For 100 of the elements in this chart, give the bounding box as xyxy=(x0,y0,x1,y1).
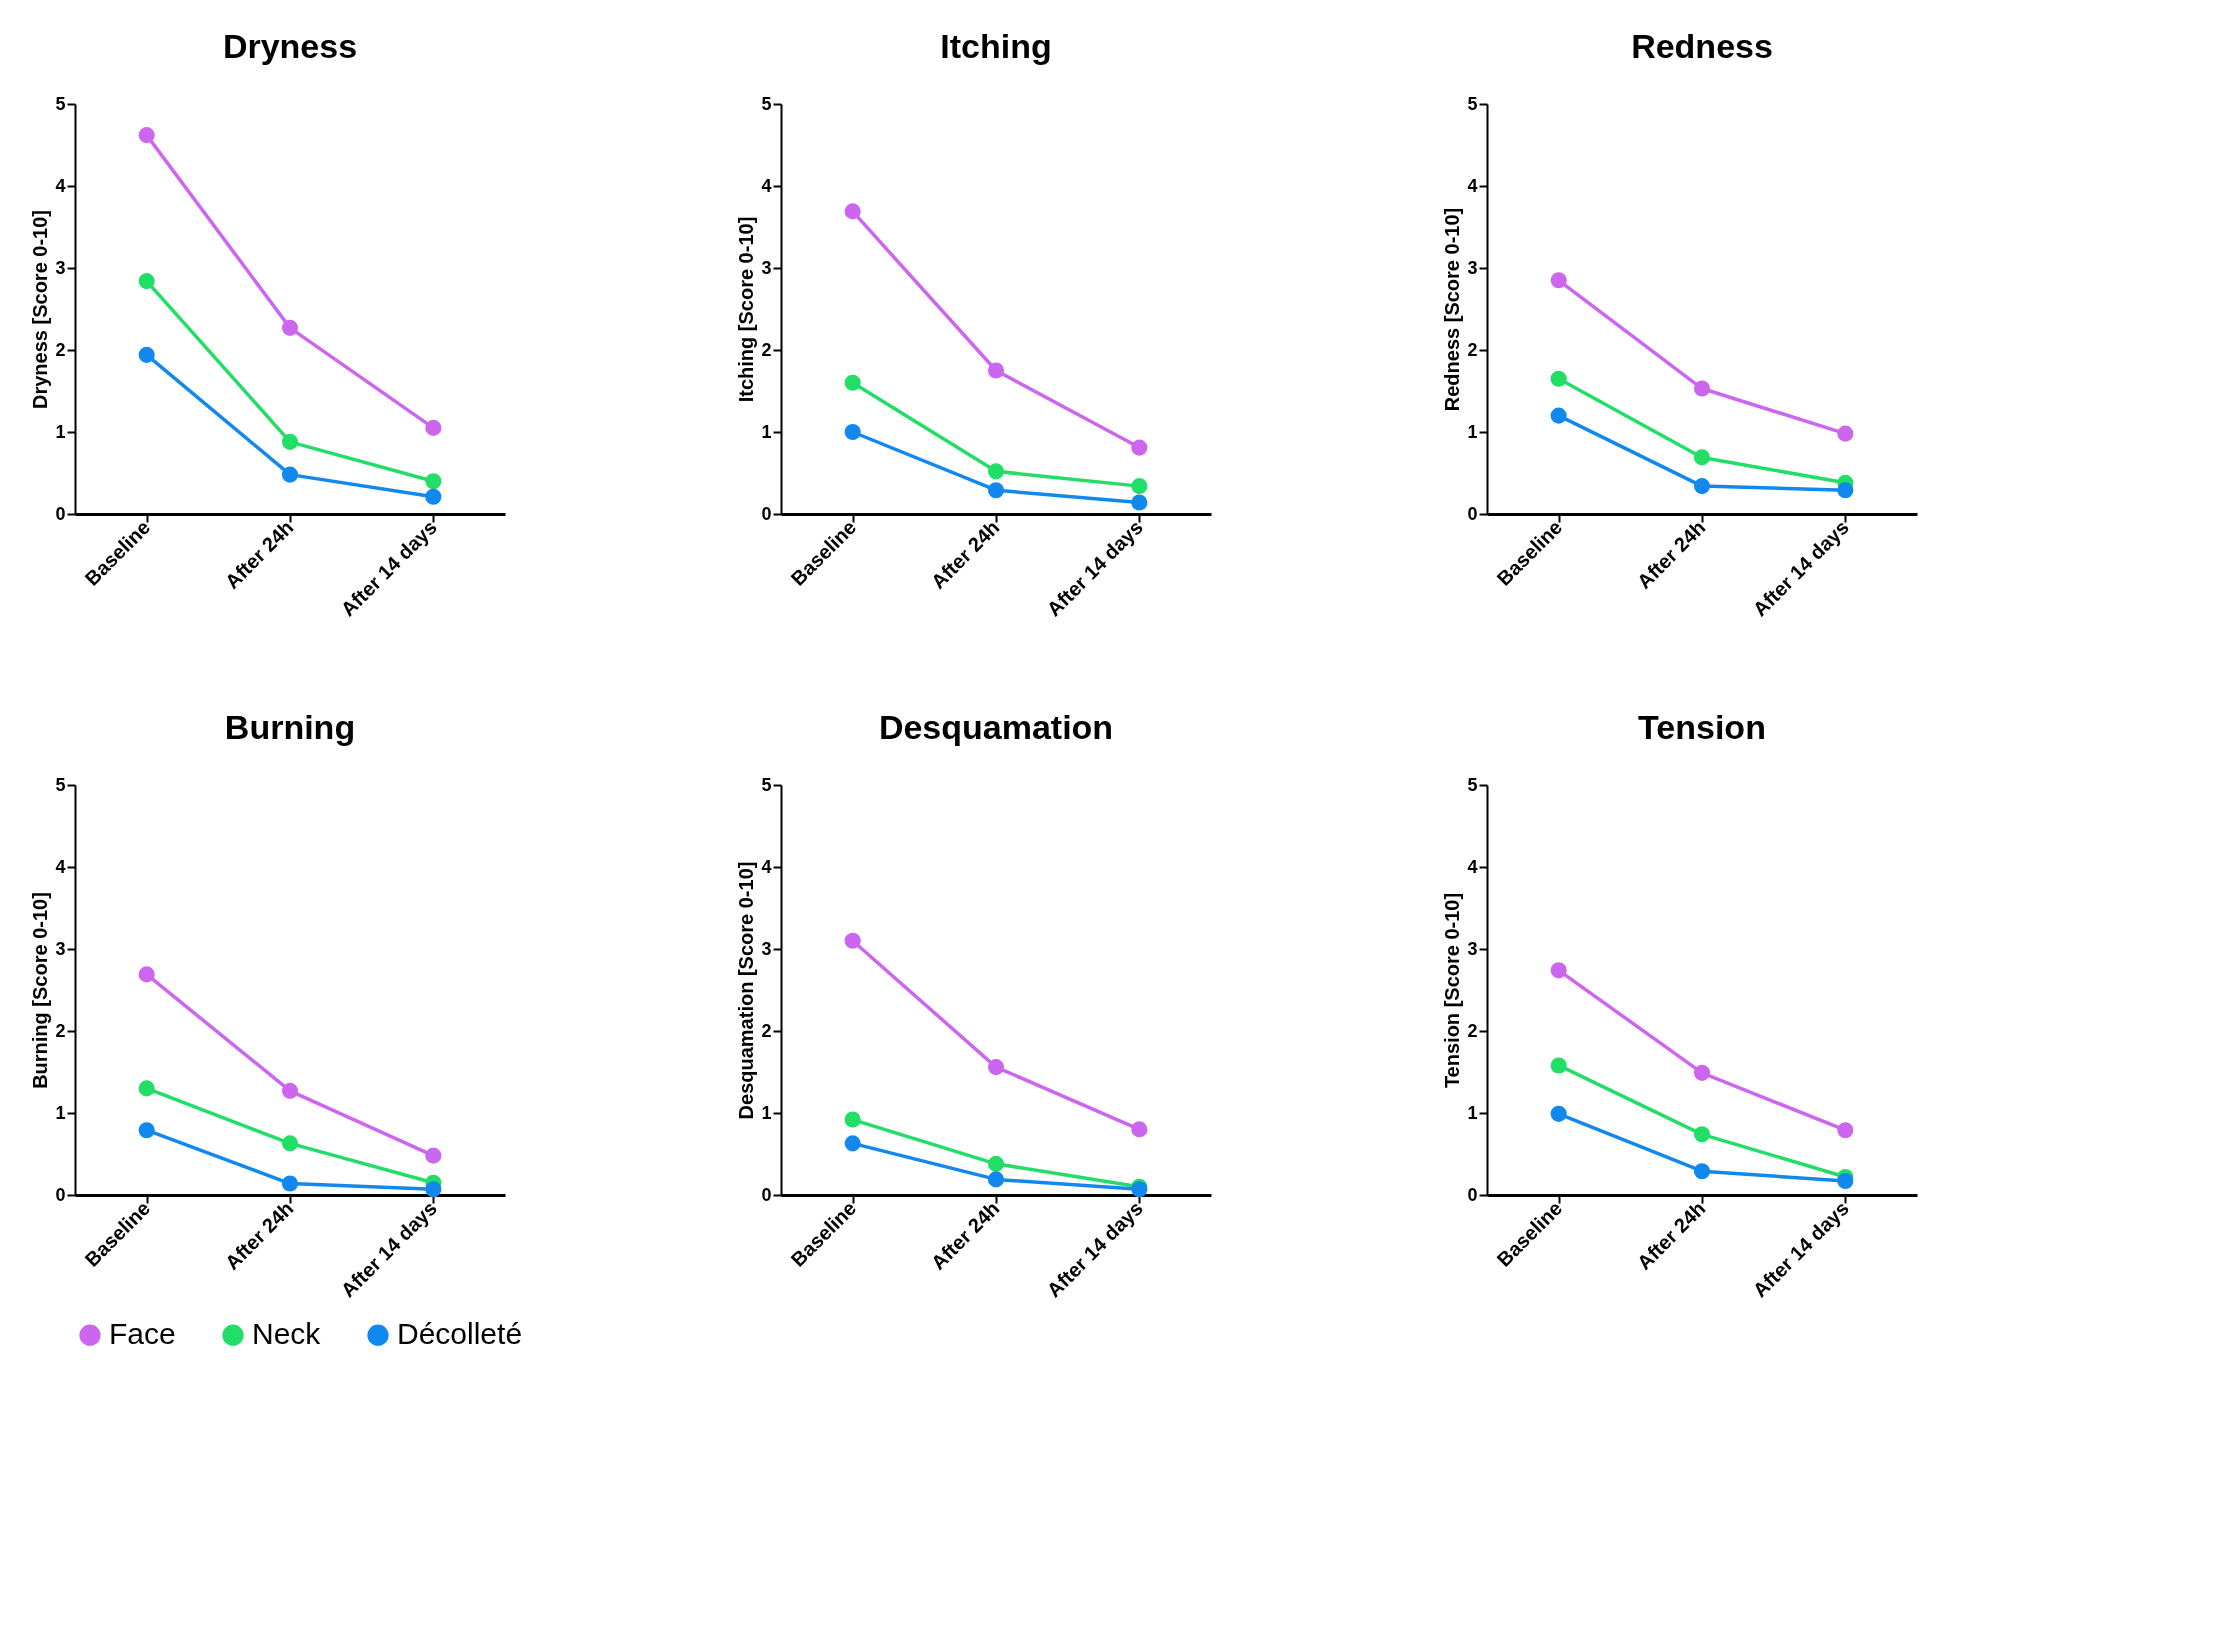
point xyxy=(1693,1163,1711,1180)
point xyxy=(1550,1057,1567,1074)
y-tick-label: 0 xyxy=(55,503,66,524)
legend-label: Neck xyxy=(252,1317,322,1351)
point xyxy=(1693,380,1711,397)
point xyxy=(425,473,442,490)
y-tick-label: 2 xyxy=(55,339,66,360)
y-axis-title: Tension [Score 0-10] xyxy=(1441,892,1464,1089)
point xyxy=(138,1080,155,1097)
point xyxy=(1131,1121,1148,1138)
point xyxy=(1837,1122,1854,1139)
point xyxy=(1693,1064,1711,1081)
y-axis-title: Burning [Score 0-10] xyxy=(29,892,52,1089)
y-tick-label: 1 xyxy=(1467,421,1478,442)
chart-title: Redness xyxy=(1631,27,1773,65)
y-tick-label: 5 xyxy=(761,774,772,795)
y-axis-title: Itching [Score 0-10] xyxy=(735,216,758,403)
y-tick-label: 5 xyxy=(1467,93,1478,114)
y-tick-label: 0 xyxy=(1467,503,1478,524)
point xyxy=(425,488,442,505)
chart-title: Tension xyxy=(1638,708,1766,746)
y-tick-label: 1 xyxy=(55,1102,66,1123)
y-tick-label: 4 xyxy=(1467,856,1478,877)
point xyxy=(138,273,155,290)
point xyxy=(1550,407,1567,424)
point xyxy=(1131,494,1148,511)
point xyxy=(987,1171,1005,1188)
point xyxy=(138,966,155,983)
y-axis-title: Redness [Score 0-10] xyxy=(1441,207,1464,412)
point xyxy=(138,1122,155,1139)
point xyxy=(281,433,299,450)
y-tick-label: 3 xyxy=(55,938,66,959)
point xyxy=(987,1059,1005,1076)
chart-title: Desquamation xyxy=(878,708,1114,746)
y-tick-label: 4 xyxy=(761,856,772,877)
point xyxy=(844,374,861,391)
y-tick-label: 0 xyxy=(1467,1184,1478,1205)
point xyxy=(1693,1126,1711,1143)
point xyxy=(844,1135,861,1152)
point xyxy=(987,482,1005,499)
y-tick-label: 2 xyxy=(761,339,772,360)
y-tick-label: 2 xyxy=(1467,1020,1478,1041)
y-tick-label: 5 xyxy=(55,93,66,114)
y-tick-label: 1 xyxy=(761,1102,772,1123)
point xyxy=(138,127,155,144)
point xyxy=(844,932,861,949)
y-tick-label: 5 xyxy=(761,93,772,114)
legend-label: Face xyxy=(109,1317,176,1351)
y-tick-label: 4 xyxy=(55,175,66,196)
point xyxy=(281,466,299,483)
y-tick-label: 1 xyxy=(55,421,66,442)
point xyxy=(1550,272,1567,289)
point xyxy=(281,1135,299,1152)
y-tick-label: 3 xyxy=(55,257,66,278)
point xyxy=(1131,478,1148,495)
y-tick-label: 2 xyxy=(1467,339,1478,360)
point xyxy=(844,203,861,220)
point xyxy=(1693,449,1711,466)
y-tick-label: 3 xyxy=(1467,257,1478,278)
point xyxy=(1550,370,1567,387)
y-tick-label: 3 xyxy=(761,938,772,959)
point xyxy=(281,1082,299,1099)
y-tick-label: 2 xyxy=(761,1020,772,1041)
point xyxy=(1837,1173,1854,1190)
point xyxy=(987,463,1005,480)
y-tick-label: 4 xyxy=(761,175,772,196)
y-tick-label: 1 xyxy=(1467,1102,1478,1123)
chart-title: Itching xyxy=(940,27,1052,65)
point xyxy=(425,419,442,436)
point xyxy=(281,319,299,336)
y-tick-label: 4 xyxy=(1467,175,1478,196)
point xyxy=(987,1155,1005,1172)
y-tick-label: 0 xyxy=(55,1184,66,1205)
y-tick-label: 3 xyxy=(1467,938,1478,959)
point xyxy=(1693,478,1711,495)
chart-title: Dryness xyxy=(222,27,358,65)
y-tick-label: 0 xyxy=(761,503,772,524)
y-tick-label: 4 xyxy=(55,856,66,877)
point xyxy=(1550,962,1567,979)
legend-label: Décolleté xyxy=(397,1317,523,1351)
y-tick-label: 5 xyxy=(1467,774,1478,795)
y-tick-label: 1 xyxy=(761,421,772,442)
point xyxy=(425,1181,442,1198)
y-axis-title: Dryness [Score 0-10] xyxy=(29,210,52,409)
point xyxy=(1131,439,1148,456)
point xyxy=(425,1147,442,1164)
y-tick-label: 2 xyxy=(55,1020,66,1041)
point xyxy=(1837,425,1854,442)
point xyxy=(844,1111,861,1128)
y-tick-label: 0 xyxy=(761,1184,772,1205)
point xyxy=(138,346,155,363)
point xyxy=(844,423,861,441)
point xyxy=(987,362,1005,379)
point xyxy=(1837,482,1854,499)
chart-title: Burning xyxy=(224,708,356,746)
y-axis-title: Desquamation [Score 0-10] xyxy=(735,861,758,1120)
y-tick-label: 3 xyxy=(761,257,772,278)
point xyxy=(1550,1105,1567,1122)
y-tick-label: 5 xyxy=(55,774,66,795)
point xyxy=(281,1175,299,1192)
